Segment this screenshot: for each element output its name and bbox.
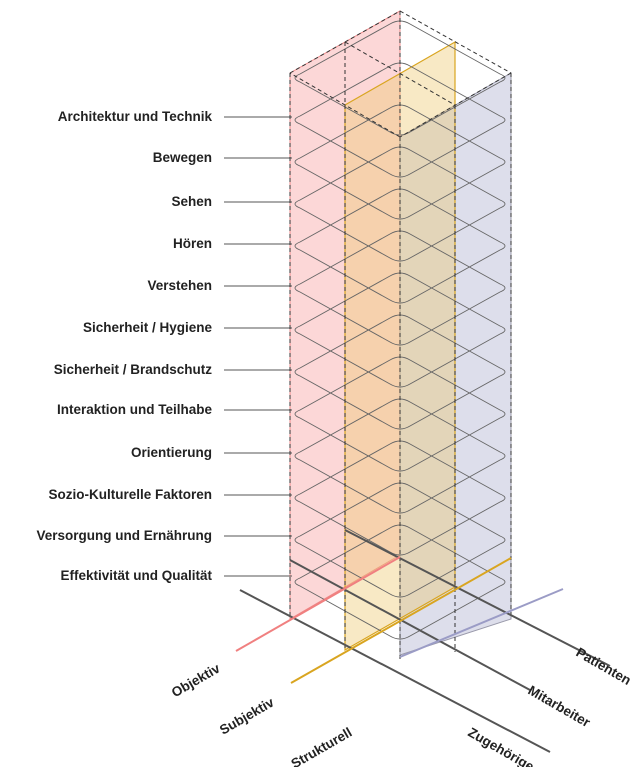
grid-tile bbox=[294, 62, 506, 178]
axis-strukturell bbox=[239, 589, 551, 753]
grid-tile bbox=[294, 314, 506, 430]
row-label-bewegen: Bewegen bbox=[153, 150, 212, 165]
grid-tile bbox=[294, 398, 506, 514]
axis-zugehoerige bbox=[344, 529, 611, 667]
axis-objektiv bbox=[235, 556, 401, 652]
row-label-effektivitaet: Effektivität und Qualität bbox=[60, 568, 212, 583]
grid-tile bbox=[294, 440, 506, 556]
row-label-brandschutz: Sicherheit / Brandschutz bbox=[54, 362, 213, 377]
label-leader-lines bbox=[224, 116, 292, 577]
label-strukturell: Strukturell bbox=[289, 725, 355, 767]
axis-labels: Objektiv Subjektiv Strukturell Patienten… bbox=[169, 645, 634, 767]
row-label-sehen: Sehen bbox=[171, 194, 212, 209]
row-label-orientierung: Orientierung bbox=[131, 445, 212, 460]
floor-axes bbox=[235, 529, 611, 753]
label-mitarbeiter: Mitarbeiter bbox=[526, 683, 594, 731]
box-edges bbox=[289, 10, 512, 660]
row-label-sozio: Sozio-Kulturelle Faktoren bbox=[48, 487, 212, 502]
grid-tile bbox=[294, 482, 506, 598]
row-label-verstehen: Verstehen bbox=[147, 278, 212, 293]
grid-tile bbox=[294, 20, 506, 136]
label-patienten: Patienten bbox=[574, 645, 634, 688]
label-zugehoerige: Zugehörige bbox=[466, 725, 538, 767]
row-label-interaktion: Interaktion und Teilhabe bbox=[57, 402, 213, 417]
grid-tile bbox=[294, 356, 506, 472]
grid-tile bbox=[294, 524, 506, 640]
tower-group bbox=[224, 10, 512, 660]
label-objektiv: Objektiv bbox=[169, 660, 223, 700]
grid-tile bbox=[294, 146, 506, 262]
grid-tile bbox=[294, 230, 506, 346]
axis-subjektiv bbox=[290, 557, 512, 684]
row-label-hygiene: Sicherheit / Hygiene bbox=[83, 320, 213, 335]
grid-tiles bbox=[294, 20, 506, 640]
axis-mitarbeiter bbox=[289, 559, 531, 691]
row-label-architektur: Architektur und Technik bbox=[58, 109, 213, 124]
row-label-versorgung: Versorgung und Ernährung bbox=[36, 528, 212, 543]
grid-tile bbox=[294, 104, 506, 220]
row-label-hoeren: Hören bbox=[173, 236, 212, 251]
grid-tile bbox=[294, 272, 506, 388]
grid-tile bbox=[294, 188, 506, 304]
label-subjektiv: Subjektiv bbox=[217, 694, 277, 737]
row-labels: Architektur und Technik Bewegen Sehen Hö… bbox=[36, 109, 212, 583]
axis-patienten bbox=[399, 588, 564, 658]
